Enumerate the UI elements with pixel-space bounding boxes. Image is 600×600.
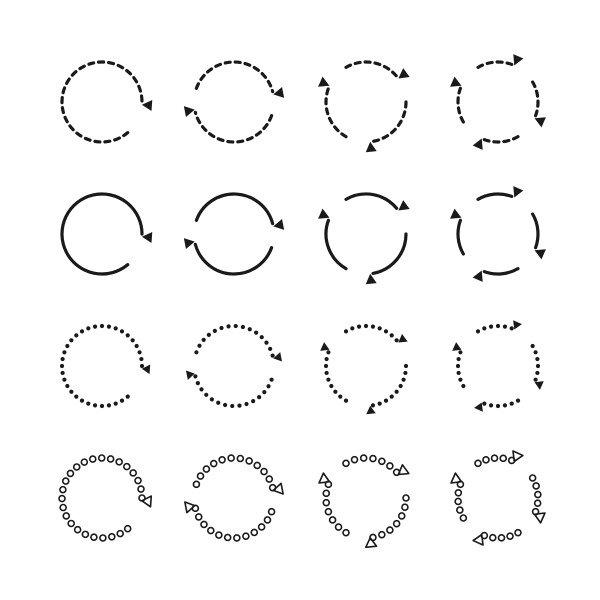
- dotted-cycle-2-arrow-icon: [168, 300, 300, 432]
- rings-cycle-3-arrow-icon: [300, 432, 432, 564]
- dashed-cycle-1-arrow-icon: [36, 36, 168, 168]
- dotted-cycle-3-arrow-icon: [300, 300, 432, 432]
- dashed-cycle-3-arrow-icon: [300, 36, 432, 168]
- rings-cycle-1-arrow-icon: [36, 432, 168, 564]
- solid-cycle-2-arrow-icon: [168, 168, 300, 300]
- dotted-cycle-4-arrow-icon: [432, 300, 564, 432]
- dashed-cycle-2-arrow-icon: [168, 36, 300, 168]
- solid-cycle-4-arrow-icon: [432, 168, 564, 300]
- solid-cycle-3-arrow-icon: [300, 168, 432, 300]
- icon-grid: [0, 0, 600, 600]
- dotted-cycle-1-arrow-icon: [36, 300, 168, 432]
- solid-cycle-1-arrow-icon: [36, 168, 168, 300]
- rings-cycle-4-arrow-icon: [432, 432, 564, 564]
- dashed-cycle-4-arrow-icon: [432, 36, 564, 168]
- rings-cycle-2-arrow-icon: [168, 432, 300, 564]
